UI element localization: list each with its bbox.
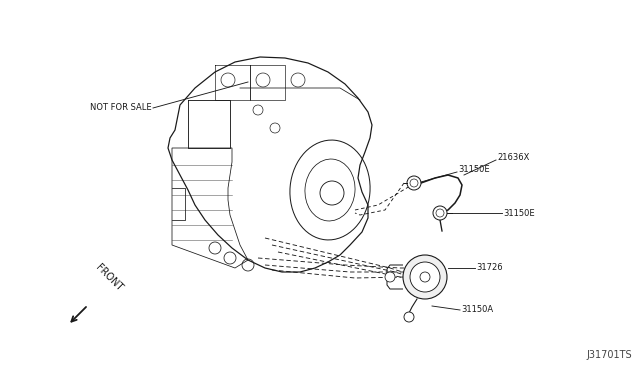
Text: 31726: 31726: [476, 263, 502, 273]
Circle shape: [410, 262, 440, 292]
Text: NOT FOR SALE: NOT FOR SALE: [90, 103, 152, 112]
Text: 31150A: 31150A: [461, 305, 493, 314]
Circle shape: [404, 312, 414, 322]
Text: 31150E: 31150E: [458, 166, 490, 174]
Circle shape: [433, 206, 447, 220]
Text: FRONT: FRONT: [94, 262, 125, 293]
Text: 31150E: 31150E: [503, 208, 534, 218]
Circle shape: [407, 176, 421, 190]
Circle shape: [385, 272, 395, 282]
Text: 21636X: 21636X: [497, 154, 529, 163]
Text: J31701TS: J31701TS: [586, 350, 632, 360]
Circle shape: [403, 255, 447, 299]
